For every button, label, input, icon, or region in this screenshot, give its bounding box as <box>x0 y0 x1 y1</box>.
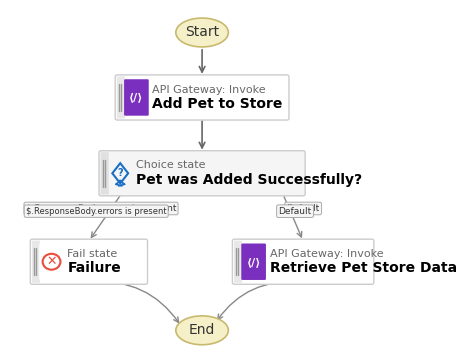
FancyBboxPatch shape <box>30 239 148 284</box>
Ellipse shape <box>176 18 228 47</box>
FancyBboxPatch shape <box>39 243 64 280</box>
FancyBboxPatch shape <box>232 239 374 284</box>
Text: $.ResponseBody.errors is present: $.ResponseBody.errors is present <box>26 204 176 213</box>
Circle shape <box>43 254 61 270</box>
FancyBboxPatch shape <box>234 240 242 283</box>
Text: API Gateway: Invoke: API Gateway: Invoke <box>270 249 383 259</box>
FancyBboxPatch shape <box>117 76 125 118</box>
Text: End: End <box>189 323 215 337</box>
Ellipse shape <box>176 316 228 345</box>
Text: Retrieve Pet Store Data: Retrieve Pet Store Data <box>270 261 457 275</box>
Text: Default: Default <box>287 204 320 213</box>
FancyBboxPatch shape <box>124 79 149 116</box>
Text: $.ResponseBody.errors is present: $.ResponseBody.errors is present <box>26 207 166 216</box>
Text: Fail state: Fail state <box>68 249 118 259</box>
Text: Choice state: Choice state <box>136 160 206 170</box>
FancyBboxPatch shape <box>99 151 305 196</box>
FancyBboxPatch shape <box>101 152 109 194</box>
Text: API Gateway: Invoke: API Gateway: Invoke <box>152 84 266 95</box>
Text: ⟨/⟩: ⟨/⟩ <box>246 257 261 267</box>
FancyBboxPatch shape <box>32 240 40 283</box>
Text: Failure: Failure <box>68 261 121 275</box>
Text: Start: Start <box>185 26 219 39</box>
Text: ✕: ✕ <box>46 255 57 268</box>
Text: Pet was Added Successfully?: Pet was Added Successfully? <box>136 173 362 187</box>
FancyBboxPatch shape <box>241 243 266 280</box>
Text: ?: ? <box>118 168 123 178</box>
FancyBboxPatch shape <box>115 75 289 120</box>
Text: Add Pet to Store: Add Pet to Store <box>152 97 283 111</box>
Text: Default: Default <box>278 207 312 216</box>
Text: ⟨/⟩: ⟨/⟩ <box>129 92 144 103</box>
